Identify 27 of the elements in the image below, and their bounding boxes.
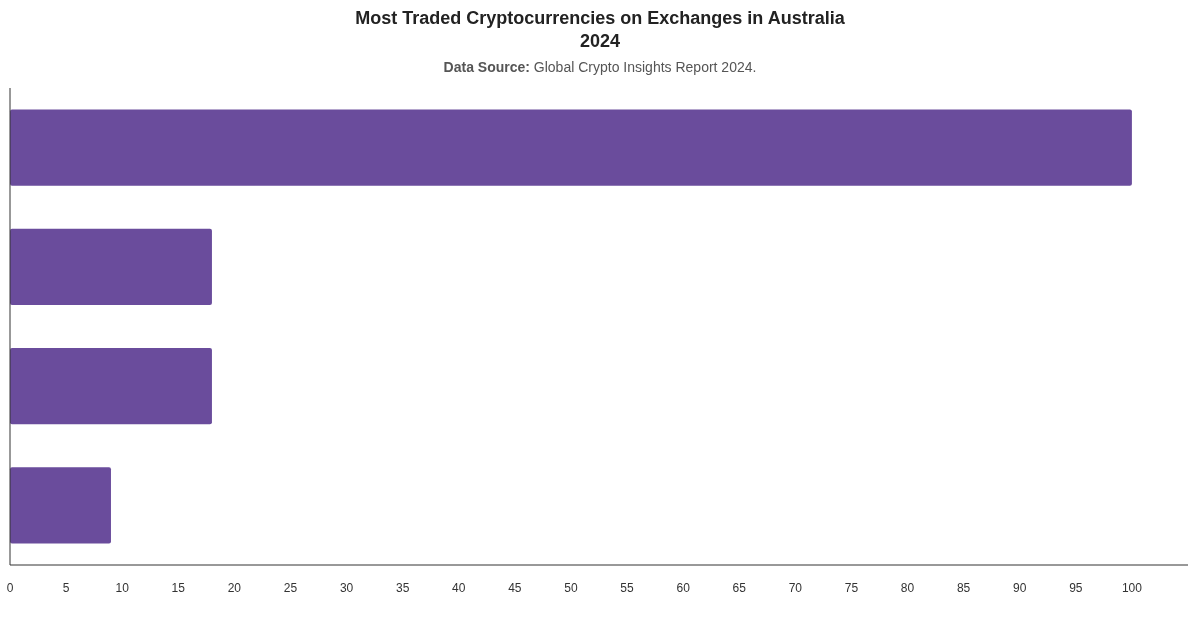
x-tick-label: 95 [1069, 581, 1083, 595]
x-tick-label: 90 [1013, 581, 1027, 595]
x-tick-label: 35 [395, 581, 410, 595]
x-tick-label: 60 [676, 581, 691, 595]
x-tick-label: 80 [900, 581, 915, 595]
bar [10, 467, 111, 544]
x-tick-label: 45 [508, 581, 522, 595]
chart-title: Most Traded Cryptocurrencies on Exchanges in Australia 2024 [355, 8, 846, 51]
x-tick-label: 20 [227, 581, 242, 595]
chart-subtitle: Data Source: Global Crypto Insights Report 2024. [443, 59, 757, 75]
x-tick-label: 85 [956, 581, 971, 595]
x-tick-label: 100 [1121, 581, 1143, 595]
x-tick-label: 15 [171, 581, 186, 595]
bar [10, 228, 212, 306]
x-tick-label: 5 [62, 581, 70, 595]
x-tick-label: 50 [564, 581, 578, 595]
x-tick-label: 0 [6, 581, 14, 595]
x-tick-label: 30 [339, 581, 354, 595]
x-tick-label: 25 [283, 581, 298, 595]
bar [10, 347, 212, 425]
x-tick-label: 55 [620, 581, 635, 595]
bar [10, 109, 1132, 186]
x-tick-label: 10 [115, 581, 130, 595]
x-tick-label: 75 [844, 581, 859, 595]
x-tick-label: 40 [452, 581, 466, 595]
x-tick-label: 70 [788, 581, 803, 595]
x-tick-label: 65 [732, 581, 747, 595]
